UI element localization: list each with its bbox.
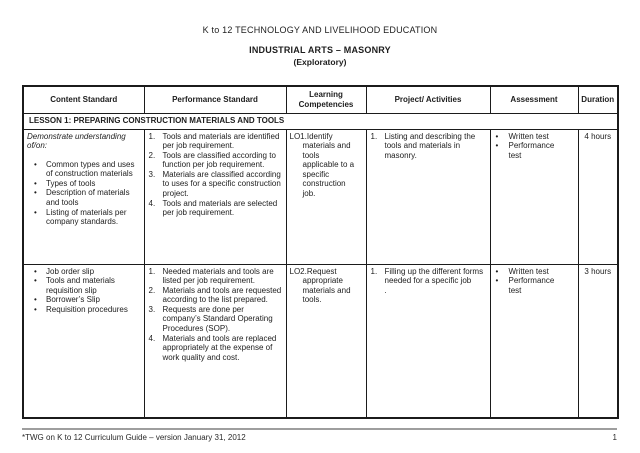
numbered-item: Materials and tools are replaced appropr… <box>149 333 277 362</box>
r2-project-activities-cell: Filling up the different forms needed fo… <box>365 263 491 419</box>
page-number: 1 <box>612 433 617 442</box>
numbered-item: Materials and tools are requested accord… <box>149 285 282 305</box>
duration-value: 4 hours <box>584 131 612 141</box>
table-row: Job order slip Tools and materials requi… <box>22 263 619 419</box>
learning-competency: LO1.Identify materials and tools applica… <box>289 131 355 199</box>
bullet-item: Common types and uses of construction ma… <box>27 160 141 179</box>
r2-performance-standard-cell: Needed materials and tools are listed pe… <box>143 263 287 419</box>
bullet-item: Listing of materials per company standar… <box>27 208 141 227</box>
bullet-item: Written test <box>494 267 575 277</box>
r2-duration-cell: 3 hours <box>577 263 619 419</box>
r2-assessment-cell: Written test Performance test <box>489 263 579 419</box>
bullet-item: Description of materials and tools <box>27 188 141 207</box>
r2-content-standard-cell: Job order slip Tools and materials requi… <box>22 263 145 419</box>
numbered-item: Tools and materials are identified per j… <box>149 131 280 151</box>
r1-content-standard-cell: Demonstrate understanding of/on: Common … <box>22 128 145 265</box>
numbered-item: Tools and materials are selected per job… <box>149 198 278 218</box>
numbered-item: Listing and describing the tools and mat… <box>371 131 476 160</box>
bullet-item: Requisition procedures <box>27 305 141 315</box>
column-header-duration: Duration <box>577 85 619 114</box>
r2-learning-competencies-cell: LO2.Request appropriate materials and to… <box>285 263 367 419</box>
document-header: K to 12 TECHNOLOGY AND LIVELIHOOD EDUCAT… <box>0 0 640 68</box>
curriculum-table: Content Standard Performance Standard Le… <box>22 85 619 419</box>
numbered-item: Needed materials and tools are listed pe… <box>149 266 274 286</box>
bullet-item: Written test <box>494 132 575 142</box>
table-header-row: Content Standard Performance Standard Le… <box>22 85 619 114</box>
r1-assessment-cell: Written test Performance test <box>489 128 579 265</box>
column-header-project-activities: Project/ Activities <box>365 85 491 114</box>
performance-standard-list: Needed materials and tools are listed pe… <box>148 267 283 363</box>
doc-subtitle: INDUSTRIAL ARTS – MASONRY <box>249 45 391 55</box>
column-header-assessment: Assessment <box>489 85 579 114</box>
bullet-item: Performance test <box>494 276 575 295</box>
column-header-learning-competencies: Learning Competencies <box>285 85 367 114</box>
project-activities-list: Filling up the different forms needed fo… <box>370 267 487 296</box>
duration-value: 3 hours <box>584 266 612 276</box>
numbered-item: Materials are classified according to us… <box>149 169 281 199</box>
r1-project-activities-cell: Listing and describing the tools and mat… <box>365 128 491 265</box>
learning-competency: LO2.Request appropriate materials and to… <box>289 266 351 305</box>
assessment-bullet-list: Written test Performance test <box>494 132 575 161</box>
performance-standard-list: Tools and materials are identified per j… <box>148 132 283 218</box>
page-footer: *TWG on K to 12 Curriculum Guide – versi… <box>22 428 617 442</box>
doc-subtitle-type: (Exploratory) <box>293 57 347 67</box>
bullet-item: Types of tools <box>27 179 141 189</box>
lesson-banner: LESSON 1: PREPARING CONSTRUCTION MATERIA… <box>22 112 619 130</box>
footer-note: *TWG on K to 12 Curriculum Guide – versi… <box>22 433 246 442</box>
bullet-item: Job order slip <box>27 267 141 277</box>
content-standard-bullet-list: Job order slip Tools and materials requi… <box>27 267 141 315</box>
bullet-item: Borrower’s Slip <box>27 295 141 305</box>
table-row: Demonstrate understanding of/on: Common … <box>22 128 619 265</box>
lesson-banner-row: LESSON 1: PREPARING CONSTRUCTION MATERIA… <box>22 112 619 130</box>
bullet-item: Tools and materials requisition slip <box>27 276 141 295</box>
doc-title: K to 12 TECHNOLOGY AND LIVELIHOOD EDUCAT… <box>202 25 438 35</box>
r1-duration-cell: 4 hours <box>577 128 619 265</box>
r1-learning-competencies-cell: LO1.Identify materials and tools applica… <box>285 128 367 265</box>
r1-performance-standard-cell: Tools and materials are identified per j… <box>143 128 287 265</box>
content-standard-intro: Demonstrate understanding of/on: <box>27 131 126 151</box>
numbered-item: Tools are classified according to functi… <box>149 150 276 170</box>
content-standard-bullet-list: Common types and uses of construction ma… <box>27 160 141 227</box>
numbered-item: Filling up the different forms needed fo… <box>371 266 484 295</box>
column-header-content-standard: Content Standard <box>22 85 145 114</box>
assessment-bullet-list: Written test Performance test <box>494 267 575 296</box>
bullet-item: Performance test <box>494 141 575 160</box>
project-activities-list: Listing and describing the tools and mat… <box>370 132 487 161</box>
column-header-performance-standard: Performance Standard <box>143 85 287 114</box>
numbered-item: Requests are done per company’s Standard… <box>149 304 273 334</box>
